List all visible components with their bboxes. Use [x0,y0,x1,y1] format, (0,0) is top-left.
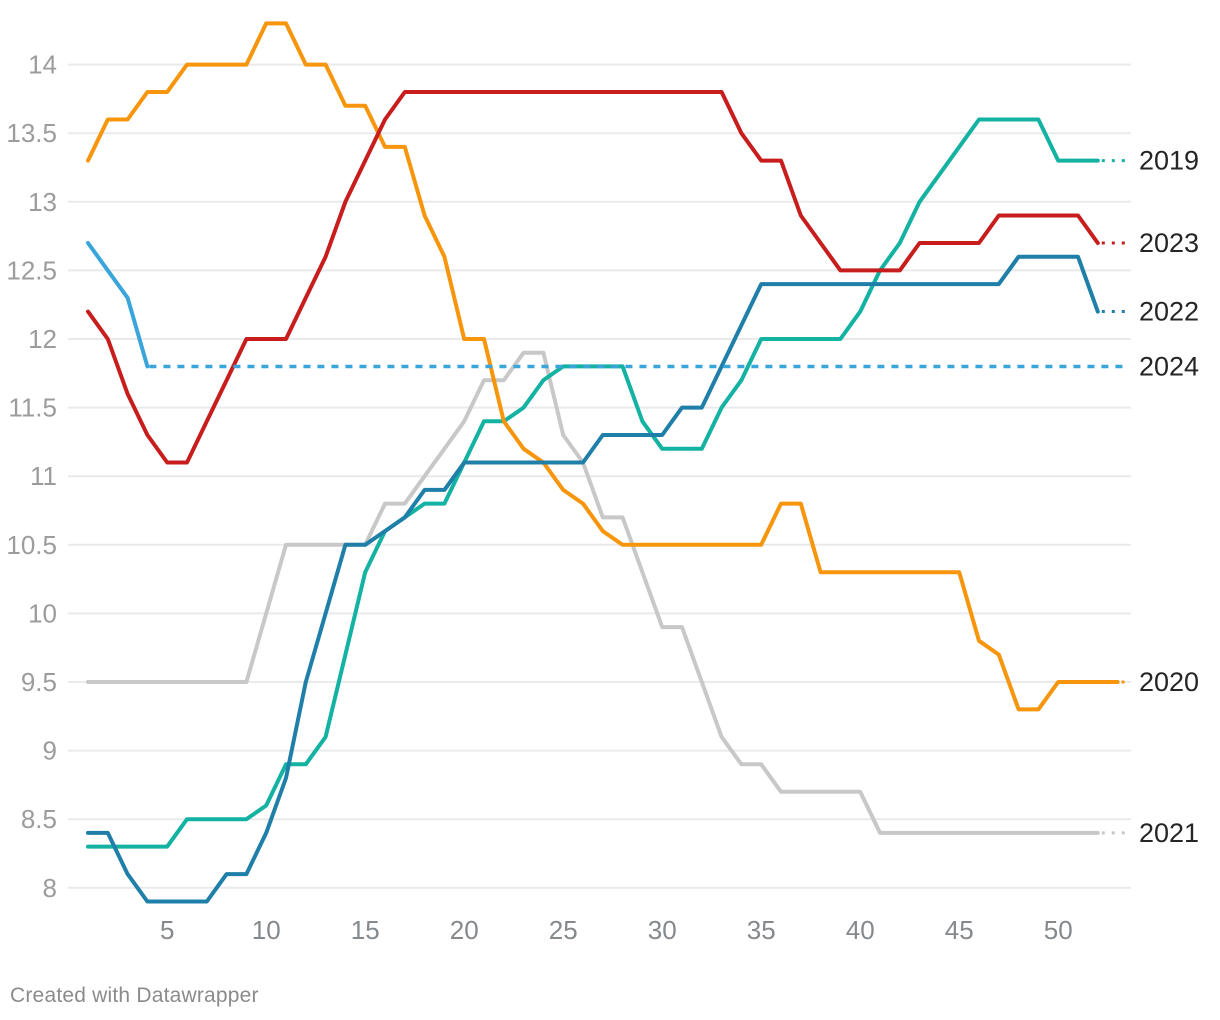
series-label-2024: 2024 [1139,351,1199,381]
y-tick-label: 8.5 [21,804,57,834]
series-label-2021: 2021 [1139,818,1199,848]
series-labels: 2021 2019 2020 2022 2023 2024 [1139,146,1199,848]
y-tick-label: 13.5 [6,118,57,148]
y-tick-label: 9 [43,736,57,766]
x-tick-label: 25 [549,915,578,945]
x-tick-label: 30 [648,915,677,945]
chart-container: 8 8.5 9 9.5 10 10.5 11 11.5 12 12.5 13 13.5 14 5 10 15… [6,21,1199,945]
series-label-2020: 2020 [1139,667,1199,697]
series-line-2021 [86,350,1100,835]
series-line-2023 [86,90,1100,465]
y-tick-label: 13 [28,187,57,217]
datawrapper-credit: Created with Datawrapper [10,984,259,1007]
series-label-2022: 2022 [1139,297,1199,327]
series-line-2024 [86,241,150,369]
y-tick-label: 8 [43,873,57,903]
x-tick-label: 50 [1044,915,1073,945]
series-line-2022 [86,254,1100,904]
x-tick-label: 5 [160,915,174,945]
series-line-2019 [86,117,1100,849]
x-tick-label: 40 [846,915,875,945]
y-tick-label: 12.5 [6,255,57,285]
y-tick-label: 9.5 [21,667,57,697]
series-label-2019: 2019 [1139,146,1199,176]
line-chart: 8 8.5 9 9.5 10 10.5 11 11.5 12 12.5 13 13.5 14 5 10 15… [6,21,1199,945]
y-tick-label: 14 [28,50,57,80]
y-tick-label: 10.5 [6,530,57,560]
x-tick-label: 45 [945,915,974,945]
series-line-2020 [86,21,1120,712]
x-tick-label: 35 [747,915,776,945]
x-tick-label: 20 [450,915,479,945]
x-tick-label: 10 [252,915,281,945]
series-label-2023: 2023 [1139,228,1199,258]
x-axis-labels: 5 10 15 20 25 30 35 40 45 50 [160,915,1073,945]
y-tick-label: 12 [28,324,57,354]
y-tick-label: 11.5 [8,393,57,423]
y-axis-labels: 8 8.5 9 9.5 10 10.5 11 11.5 12 12.5 13 13.5 14 [6,50,57,903]
series-lines [86,21,1120,904]
x-tick-label: 15 [351,915,380,945]
y-tick-label: 10 [28,598,57,628]
series-connectors [149,159,1129,835]
y-tick-label: 11 [30,461,57,491]
gridlines [68,63,1131,889]
